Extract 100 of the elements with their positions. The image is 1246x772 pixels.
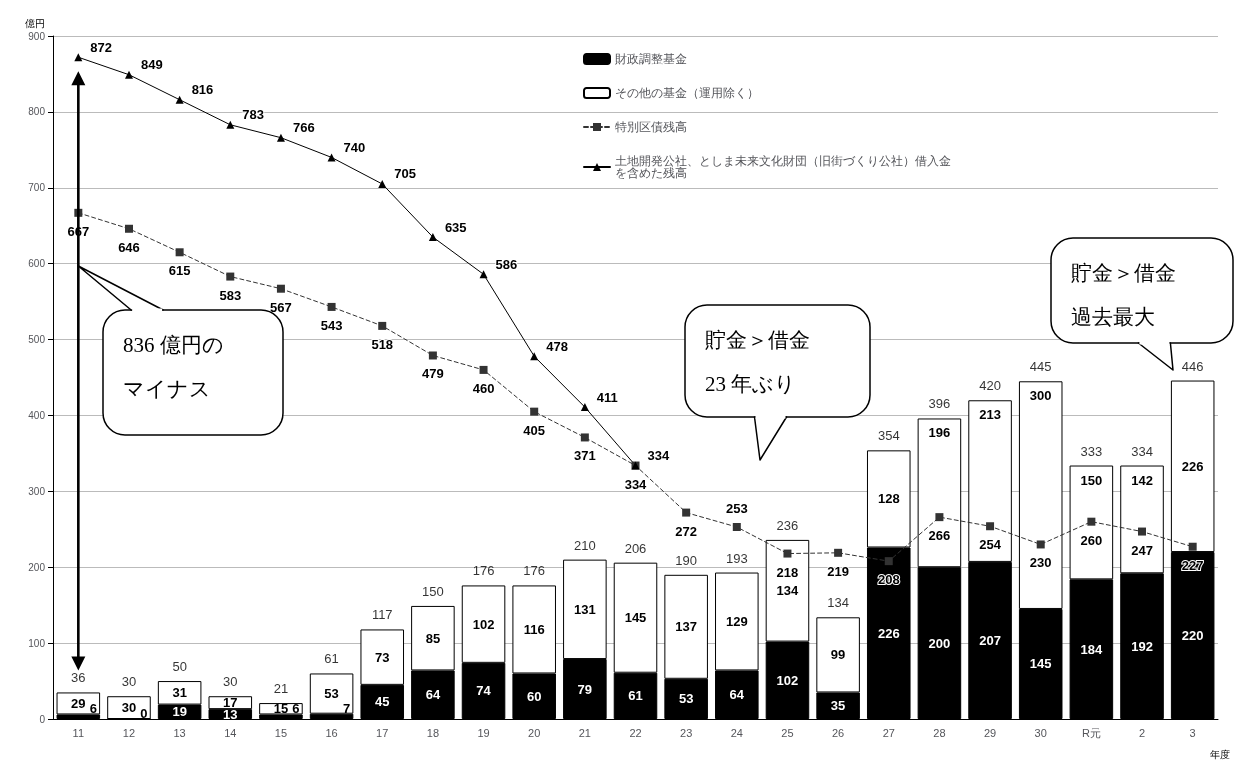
data-label: 615: [168, 263, 191, 279]
data-label: 872: [90, 39, 113, 55]
x-tick-label: 30: [1034, 726, 1047, 739]
data-label: 405: [523, 422, 546, 438]
total-label: 30: [121, 674, 137, 690]
x-tick-label: 27: [882, 726, 895, 739]
x-tick-label: 11: [72, 726, 85, 739]
data-label: 184: [1080, 641, 1103, 657]
x-tick-label: 3: [1189, 726, 1196, 739]
total-label: 134: [827, 595, 849, 611]
y-tick-label: 400: [28, 409, 46, 421]
data-label: 816: [191, 82, 214, 98]
total-label: 50: [172, 659, 187, 675]
data-label: 411: [596, 389, 618, 405]
x-tick-label: 15: [274, 726, 288, 739]
total-label: 117: [371, 607, 393, 623]
data-label: 766: [292, 120, 315, 136]
legend-label: 特別区債残高: [615, 120, 687, 134]
total-label: 446: [1181, 358, 1204, 374]
data-label: 73: [375, 649, 390, 665]
data-label: 586: [495, 256, 518, 272]
data-label: 300: [1029, 388, 1052, 404]
total-label: 236: [776, 517, 799, 533]
x-tick-label: 18: [426, 726, 440, 739]
y-tick-label: 200: [28, 561, 46, 573]
total-label: 206: [624, 540, 647, 556]
x-tick-label: 19: [477, 726, 490, 739]
data-label: 849: [140, 57, 163, 73]
data-label: 226: [1181, 458, 1204, 474]
data-label: 740: [343, 139, 366, 155]
data-label: 29: [71, 695, 86, 711]
x-tick-label: 26: [831, 726, 845, 739]
legend-label: 土地開発公社、としま未来文化財団（旧街づくり公社）借入金を含めた残高: [615, 154, 951, 180]
data-label: 479: [422, 366, 444, 382]
data-label: 0: [140, 705, 148, 721]
data-label: 705: [394, 166, 416, 182]
x-tick-label: 17: [376, 726, 389, 739]
total-label: 420: [979, 378, 1001, 394]
x-tick-label: 14: [224, 726, 237, 739]
data-label: 116: [523, 621, 545, 637]
total-label: 334: [1131, 443, 1153, 459]
total-label: 176: [523, 563, 546, 579]
data-label: 192: [1131, 638, 1153, 654]
data-label: 129: [725, 613, 748, 629]
data-label: 64: [729, 687, 745, 703]
legend-label: その他の基金（運用除く）: [615, 86, 759, 100]
data-label: 134: [776, 583, 800, 599]
total-label: 210: [574, 537, 596, 553]
data-label: 31: [172, 685, 187, 701]
data-label: 460: [472, 380, 495, 396]
data-label: 145: [624, 610, 647, 626]
data-label: 208: [877, 572, 900, 588]
x-tick-label: 20: [528, 726, 541, 739]
data-label: 142: [1131, 472, 1153, 488]
data-label: 219: [827, 563, 849, 579]
data-label: 478: [546, 338, 568, 354]
data-label: 783: [242, 107, 264, 123]
total-label: 445: [1029, 359, 1052, 375]
x-tick-label: R元: [1081, 726, 1101, 739]
x-tick-label: 22: [629, 726, 642, 739]
data-label: 543: [320, 317, 343, 333]
data-label: 567: [270, 299, 292, 315]
total-label: 21: [273, 681, 289, 697]
data-label: 6: [292, 701, 300, 717]
y-axis-title: 億円: [25, 17, 45, 29]
data-label: 45: [375, 694, 390, 710]
data-label: 35: [830, 698, 846, 714]
data-label: 99: [830, 647, 846, 663]
data-label: 102: [472, 616, 495, 632]
y-tick-label: 800: [28, 106, 46, 118]
data-label: 635: [444, 219, 467, 235]
annotation: 貯金＞借金23 年ぶり: [705, 328, 810, 396]
legend-label: 財政調整基金: [615, 52, 687, 66]
data-label: 6: [89, 701, 97, 717]
data-label: 196: [928, 425, 951, 441]
data-label: 53: [324, 686, 339, 702]
data-label: 218: [776, 564, 799, 580]
data-label: 253: [725, 501, 748, 516]
data-label: 266: [928, 528, 951, 544]
data-label: 19: [172, 704, 187, 720]
y-tick-label: 100: [28, 637, 46, 649]
data-label: 200: [928, 635, 951, 651]
data-label: 85: [425, 630, 441, 646]
data-label: 227: [1181, 557, 1204, 573]
total-label: 36: [71, 670, 86, 686]
data-label: 79: [577, 681, 593, 697]
y-tick-label: 900: [28, 30, 46, 42]
data-label: 230: [1029, 555, 1052, 571]
total-label: 333: [1080, 443, 1103, 459]
y-tick-label: 500: [28, 334, 46, 346]
total-label: 61: [324, 651, 339, 667]
data-label: 583: [219, 287, 242, 303]
total-label: 190: [675, 552, 697, 568]
data-label: 207: [979, 632, 1001, 648]
data-label: 74: [476, 683, 492, 699]
x-axis-title: 年度: [1210, 748, 1230, 760]
total-label: 176: [472, 563, 495, 579]
data-label: 260: [1080, 532, 1103, 548]
y-tick-label: 600: [28, 258, 46, 270]
x-tick-label: 25: [781, 726, 794, 739]
